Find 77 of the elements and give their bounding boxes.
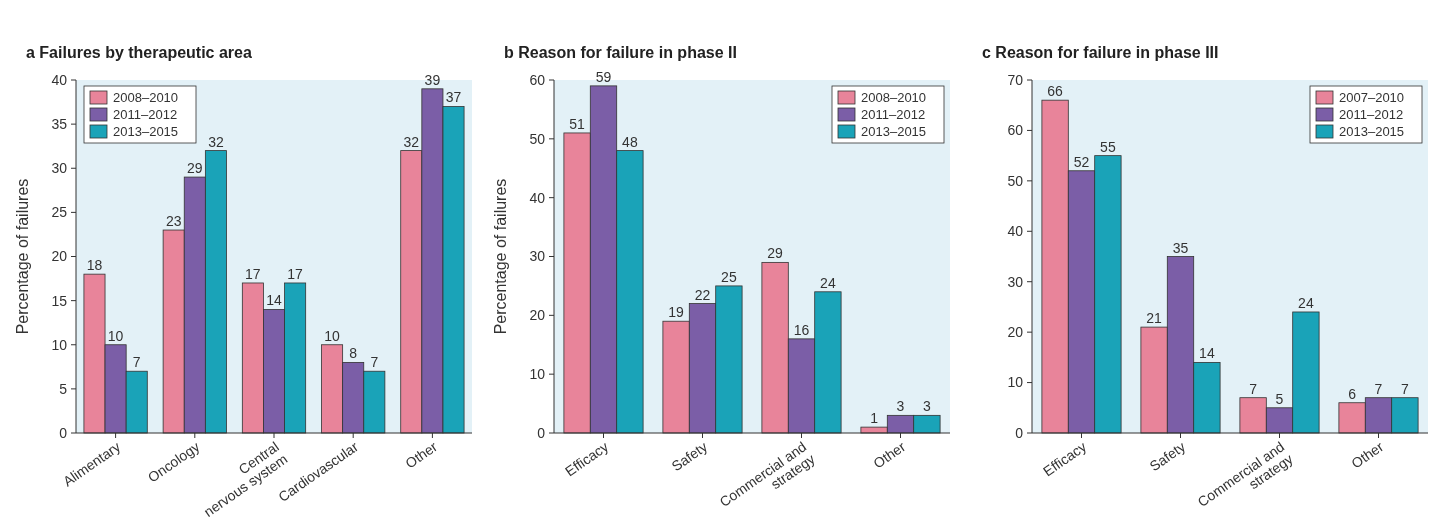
- data-label: 19: [668, 304, 685, 321]
- data-label: 10: [107, 327, 124, 344]
- data-label: 10: [324, 327, 341, 344]
- data-label: 1: [870, 410, 879, 427]
- y-tick-label: 30: [51, 160, 68, 177]
- y-tick-label: 35: [51, 116, 68, 133]
- y-tick-label: 10: [529, 366, 546, 383]
- data-label: 23: [165, 213, 182, 230]
- y-tick-label: 60: [1007, 122, 1024, 139]
- data-label: 7: [370, 354, 379, 371]
- data-label: 22: [694, 286, 711, 303]
- legend-label: 2011–2012: [1339, 107, 1404, 122]
- y-axis-title: Percentage of failures: [492, 178, 509, 335]
- data-label: 37: [445, 89, 462, 106]
- y-tick-label: 50: [1007, 172, 1024, 189]
- y-tick-label: 70: [1007, 71, 1024, 88]
- y-tick-label: 60: [529, 71, 546, 88]
- data-label: 24: [1298, 294, 1314, 311]
- y-tick-label: 0: [537, 424, 546, 441]
- data-label: 52: [1073, 153, 1090, 170]
- data-label: 3: [923, 398, 931, 415]
- data-label: 16: [793, 321, 810, 338]
- data-label: 39: [424, 71, 441, 88]
- legend-label: 2008–2010: [861, 90, 927, 105]
- data-label: 25: [721, 268, 737, 285]
- legend-label: 2013–2015: [861, 124, 927, 139]
- data-label: 29: [187, 160, 203, 177]
- y-tick-label: 0: [1015, 424, 1024, 441]
- y-tick-label: 20: [1007, 324, 1024, 341]
- y-tick-label: 50: [529, 130, 546, 147]
- data-label: 32: [208, 133, 224, 150]
- y-tick-label: 40: [529, 189, 546, 206]
- data-label: 14: [1199, 345, 1215, 362]
- data-label: 29: [767, 245, 784, 262]
- legend-label: 2007–2010: [1339, 90, 1405, 105]
- y-axis-title: Percentage of failures: [14, 178, 31, 335]
- data-label: 3: [896, 398, 905, 415]
- data-label: 17: [287, 265, 304, 282]
- chart-title: c Reason for failure in phase III: [982, 44, 1219, 61]
- legend-label: 2013–2015: [113, 124, 179, 139]
- y-tick-label: 10: [51, 336, 68, 353]
- legend-label: 2011–2012: [113, 107, 178, 122]
- chart-title: a Failures by therapeutic area: [26, 44, 252, 61]
- y-tick-label: 20: [529, 307, 546, 324]
- data-label: 21: [1146, 310, 1163, 327]
- y-tick-label: 40: [51, 71, 68, 88]
- y-tick-label: 20: [51, 248, 68, 265]
- data-label: 18: [86, 257, 103, 274]
- data-label: 32: [403, 133, 420, 150]
- data-label: 48: [622, 133, 638, 150]
- data-label: 35: [1172, 239, 1189, 256]
- data-label: 66: [1047, 83, 1064, 100]
- y-tick-label: 30: [1007, 273, 1024, 290]
- data-label: 7: [132, 354, 141, 371]
- data-label: 7: [1374, 380, 1383, 397]
- y-tick-label: 30: [529, 248, 546, 265]
- data-label: 8: [349, 345, 358, 362]
- data-label: 14: [266, 292, 282, 309]
- y-tick-label: 15: [51, 292, 68, 309]
- data-label: 24: [820, 274, 836, 291]
- legend-label: 2013–2015: [1339, 124, 1405, 139]
- y-tick-label: 5: [59, 380, 68, 397]
- data-label: 51: [569, 115, 586, 132]
- data-label: 5: [1275, 390, 1284, 407]
- chart-title: b Reason for failure in phase II: [504, 44, 737, 61]
- data-label: 6: [1348, 385, 1357, 402]
- data-label: 55: [1100, 138, 1116, 155]
- y-tick-label: 40: [1007, 223, 1024, 240]
- y-tick-label: 0: [59, 424, 68, 441]
- data-label: 17: [245, 265, 261, 282]
- legend-label: 2011–2012: [861, 107, 926, 122]
- y-tick-label: 25: [51, 204, 68, 221]
- data-label: 59: [595, 68, 612, 85]
- y-tick-label: 10: [1007, 374, 1024, 391]
- legend-label: 2008–2010: [113, 90, 179, 105]
- data-label: 7: [1249, 380, 1258, 397]
- data-label: 7: [1401, 380, 1409, 397]
